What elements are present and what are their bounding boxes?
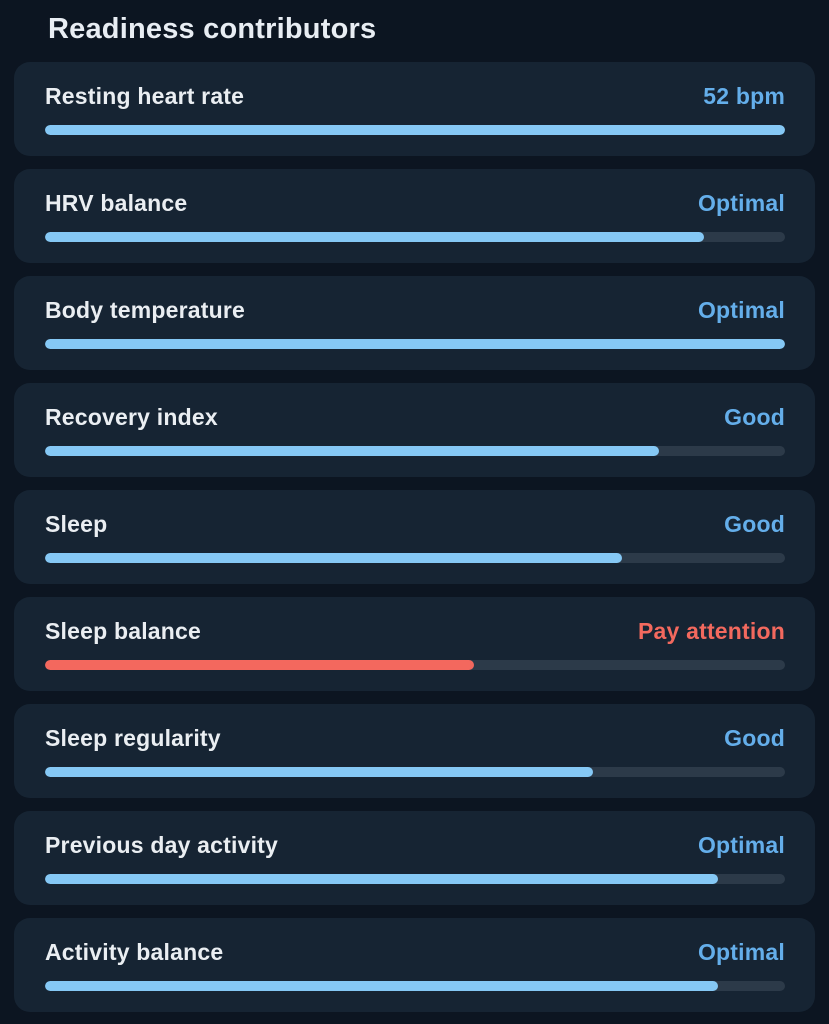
progress-track (45, 125, 785, 135)
contributor-label: Body temperature (45, 297, 246, 323)
contributor-label: Resting heart rate (45, 83, 245, 109)
progress-track (45, 232, 785, 242)
contributor-row: Sleep Good (45, 509, 785, 539)
contributor-value: Optimal (697, 297, 785, 323)
progress-track (45, 446, 785, 456)
contributor-value: 52 bpm (703, 83, 785, 109)
progress-track (45, 767, 785, 777)
progress-track (45, 553, 785, 563)
progress-fill (45, 767, 593, 777)
contributor-row: Sleep balance Pay attention (45, 616, 785, 646)
contributor-label: Activity balance (45, 939, 224, 965)
contributor-card-resting-heart-rate[interactable]: Resting heart rate 52 bpm (14, 62, 815, 156)
contributor-card-recovery-index[interactable]: Recovery index Good (14, 383, 815, 477)
contributor-card-sleep-regularity[interactable]: Sleep regularity Good (14, 704, 815, 798)
contributor-value: Pay attention (637, 618, 785, 644)
progress-fill (45, 553, 623, 563)
progress-track (45, 339, 785, 349)
contributor-label: Sleep balance (45, 618, 202, 644)
contributor-card-sleep[interactable]: Sleep Good (14, 490, 815, 584)
contributor-label: Recovery index (45, 404, 218, 430)
progress-fill (45, 232, 704, 242)
contributor-card-hrv-balance[interactable]: HRV balance Optimal (14, 169, 815, 263)
contributor-value: Optimal (697, 190, 785, 216)
contributor-row: Recovery index Good (45, 402, 785, 432)
progress-track (45, 874, 785, 884)
contributor-row: Previous day activity Optimal (45, 830, 785, 860)
contributor-row: Sleep regularity Good (45, 723, 785, 753)
contributor-value: Good (724, 725, 785, 751)
contributor-row: HRV balance Optimal (45, 188, 785, 218)
contributor-label: HRV balance (45, 190, 188, 216)
contributor-row: Body temperature Optimal (45, 295, 785, 325)
progress-fill (45, 981, 719, 991)
progress-track (45, 660, 785, 670)
progress-fill (45, 660, 475, 670)
contributor-row: Resting heart rate 52 bpm (45, 81, 785, 111)
page-title: Readiness contributors (48, 13, 377, 45)
progress-fill (45, 339, 785, 349)
contributor-row: Activity balance Optimal (45, 937, 785, 967)
progress-fill (45, 446, 660, 456)
progress-fill (45, 874, 719, 884)
contributor-value: Optimal (697, 832, 785, 858)
progress-track (45, 981, 785, 991)
contributor-card-activity-balance[interactable]: Activity balance Optimal (14, 918, 815, 1012)
contributor-value: Good (724, 404, 785, 430)
contributor-value: Good (724, 511, 785, 537)
progress-fill (45, 125, 785, 135)
contributor-value: Optimal (697, 939, 785, 965)
contributor-label: Previous day activity (45, 832, 279, 858)
contributor-card-sleep-balance[interactable]: Sleep balance Pay attention (14, 597, 815, 691)
contributor-card-previous-day-activity[interactable]: Previous day activity Optimal (14, 811, 815, 905)
contributor-card-body-temperature[interactable]: Body temperature Optimal (14, 276, 815, 370)
contributor-label: Sleep regularity (45, 725, 221, 751)
contributor-label: Sleep (45, 511, 108, 537)
contributor-card-list: Resting heart rate 52 bpm HRV balance Op… (14, 62, 815, 1012)
